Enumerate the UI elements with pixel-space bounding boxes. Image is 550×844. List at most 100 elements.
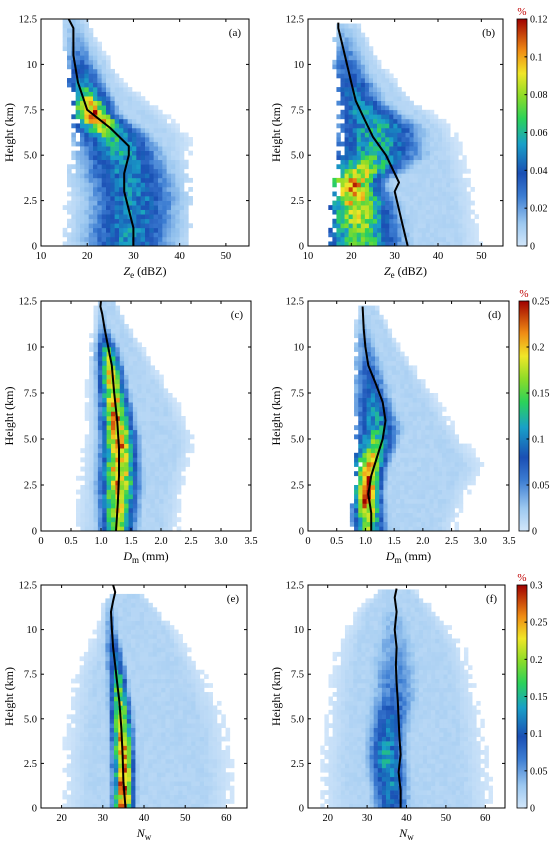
density-cell	[110, 164, 115, 170]
density-cell	[163, 462, 169, 467]
density-cell	[179, 159, 185, 165]
density-cell	[362, 439, 367, 444]
density-cell	[153, 141, 159, 147]
density-cell	[165, 790, 171, 795]
density-cell	[348, 91, 353, 97]
density-cell	[186, 785, 192, 791]
density-cell	[184, 214, 189, 220]
density-cell	[97, 186, 102, 192]
density-cell	[80, 155, 85, 161]
density-cell	[89, 425, 94, 431]
density-cell	[154, 512, 160, 518]
density-cell	[89, 466, 94, 472]
density-cell	[391, 411, 397, 417]
density-cell	[429, 137, 435, 142]
density-cell	[433, 214, 439, 220]
density-cell	[127, 91, 133, 97]
density-cell	[377, 141, 382, 147]
density-cell	[340, 23, 345, 29]
density-cell	[368, 100, 374, 106]
density-cell	[429, 494, 434, 500]
density-cell	[89, 383, 94, 389]
density-cell	[370, 503, 376, 509]
density-cell	[400, 402, 405, 408]
density-cell	[84, 177, 89, 183]
density-cell	[368, 186, 374, 192]
density-cell	[373, 64, 378, 70]
density-cell	[176, 425, 182, 431]
density-cell	[93, 37, 98, 42]
density-cell	[229, 785, 235, 791]
density-cell	[458, 475, 464, 481]
density-cell	[379, 521, 384, 527]
panel-label: (d)	[488, 309, 501, 321]
density-cell	[62, 28, 68, 33]
density-cell	[417, 227, 423, 233]
density-cell	[137, 351, 142, 357]
density-cell	[178, 750, 183, 755]
density-cell	[208, 799, 213, 804]
density-cell	[364, 118, 370, 124]
density-cell	[67, 223, 72, 229]
density-cell	[119, 480, 125, 486]
density-cell	[106, 100, 111, 106]
density-cell	[348, 100, 353, 106]
density-cell	[383, 347, 388, 352]
density-cell	[80, 218, 85, 224]
density-cell	[368, 109, 374, 115]
density-cell	[113, 754, 119, 760]
density-cell	[450, 209, 455, 215]
density-cell	[360, 50, 366, 56]
density-cell	[172, 494, 177, 500]
density-cell	[377, 209, 382, 215]
density-cell	[122, 776, 128, 782]
density-cell	[128, 397, 134, 403]
density-cell	[373, 127, 378, 133]
density-cell	[115, 388, 121, 394]
density-cell	[171, 173, 176, 179]
density-cell	[102, 512, 107, 518]
density-cell	[393, 214, 398, 220]
density-cell	[408, 443, 413, 449]
density-cell	[93, 379, 99, 385]
density-cell	[150, 521, 156, 527]
density-cell	[368, 127, 374, 133]
density-cell	[393, 109, 398, 115]
density-cell	[362, 351, 367, 357]
density-cell	[184, 132, 189, 138]
density-cell	[93, 485, 99, 490]
density-cell	[106, 328, 112, 334]
density-cell	[171, 236, 176, 242]
density-cell	[400, 443, 405, 449]
density-cell	[184, 200, 189, 206]
density-cell	[370, 425, 376, 431]
density-cell	[416, 420, 422, 426]
density-cell	[397, 218, 402, 224]
density-cell	[137, 406, 142, 412]
density-cell	[97, 214, 102, 220]
density-cell	[150, 489, 156, 495]
density-cell	[400, 489, 405, 495]
density-cell	[102, 351, 107, 357]
density-cell	[450, 141, 455, 147]
density-cell	[153, 236, 159, 242]
density-cell	[413, 146, 418, 151]
density-cell	[140, 146, 146, 151]
density-cell	[111, 480, 116, 486]
density-cell	[178, 799, 183, 804]
y-tick-label: 0	[299, 242, 304, 253]
density-cell	[137, 517, 142, 523]
density-cell	[89, 420, 94, 426]
density-cell	[162, 141, 167, 147]
density-cell	[118, 781, 123, 786]
density-cell	[172, 429, 177, 435]
density-cell	[393, 78, 398, 83]
density-cell	[89, 374, 94, 380]
density-cell	[102, 466, 107, 472]
density-cell	[391, 416, 397, 421]
density-cell	[381, 105, 386, 111]
density-cell	[387, 471, 393, 477]
density-cell	[111, 314, 116, 320]
density-cell	[123, 227, 128, 233]
density-cell	[389, 186, 394, 192]
